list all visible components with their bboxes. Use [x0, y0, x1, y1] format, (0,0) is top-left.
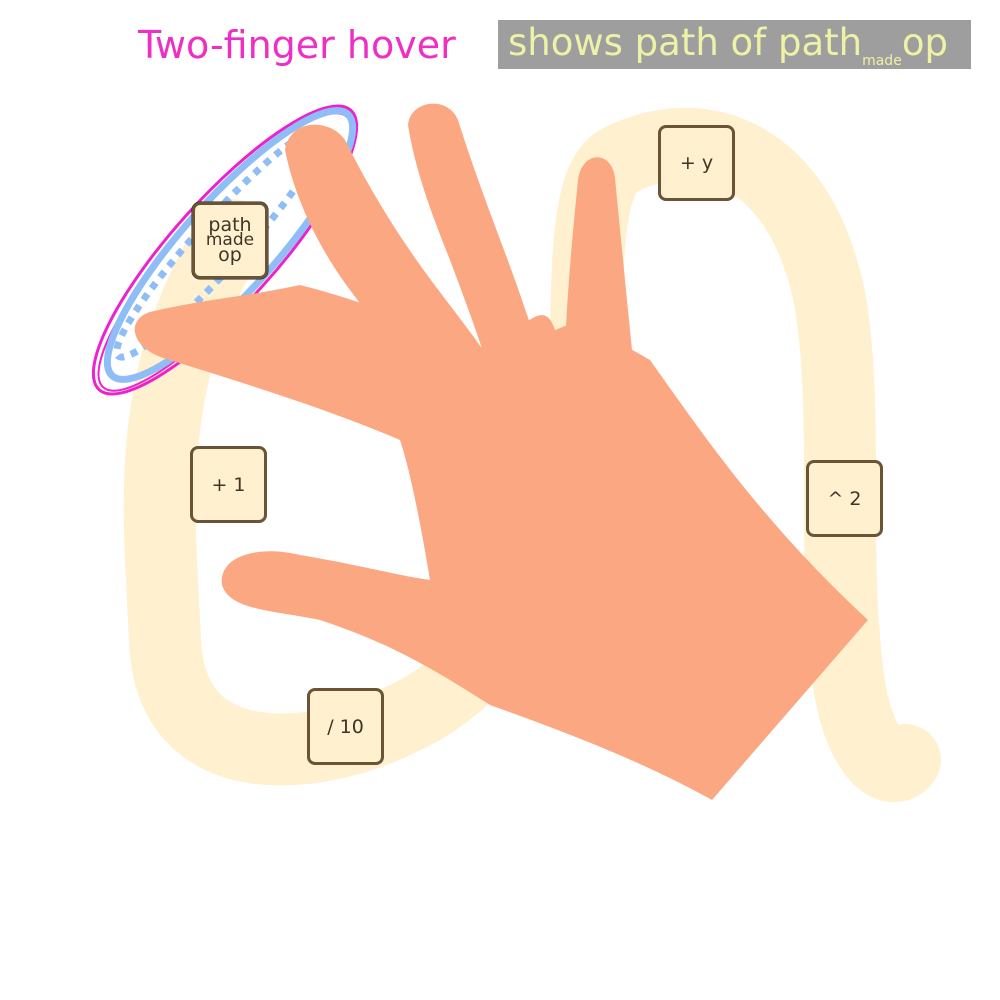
op-plus-y-label: + y: [679, 152, 714, 174]
caption: shows path of pathmadeop: [498, 20, 971, 69]
caption-suffix: op: [901, 21, 948, 64]
caption-word: path: [777, 21, 863, 64]
op-pow-2-label: ^ 2: [827, 487, 862, 510]
op-plus-y[interactable]: + y: [658, 125, 735, 201]
op-div-10-label: / 10: [327, 715, 364, 738]
op-path-made[interactable]: path made op: [192, 202, 268, 279]
caption-prefix: shows path of: [508, 21, 778, 64]
hand-icon: [134, 103, 869, 800]
op-path-made-line2: made: [205, 230, 255, 250]
op-div-10[interactable]: / 10: [307, 688, 384, 765]
title: Two-finger hover: [138, 23, 456, 67]
op-plus-1[interactable]: + 1: [190, 446, 267, 523]
op-path-made-line3: op: [218, 244, 242, 266]
op-plus-1-label: + 1: [211, 473, 246, 496]
op-path-made-line1: path: [208, 214, 252, 236]
caption-sub: made: [862, 53, 902, 69]
op-pow-2[interactable]: ^ 2: [806, 460, 883, 537]
